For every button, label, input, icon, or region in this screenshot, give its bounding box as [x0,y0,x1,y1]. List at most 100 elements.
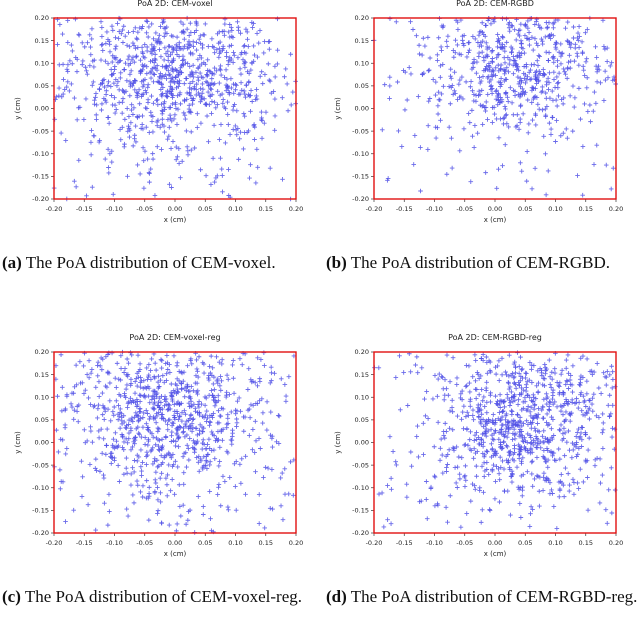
scatter-point [558,41,564,47]
scatter-point [88,402,93,407]
scatter-point [256,521,262,526]
scatter-point [65,40,71,45]
scatter-point [245,387,251,392]
scatter-point [149,431,155,437]
scatter-point [253,469,258,474]
scatter-point [512,450,517,455]
scatter-point [450,409,455,415]
y-tick-label: -0.20 [32,529,49,537]
scatter-point [172,491,177,497]
scatter-point [195,111,200,117]
scatter-point [99,25,105,30]
scatter-point [175,93,180,98]
scatter-point [484,410,490,415]
scatter-point [158,453,164,458]
scatter-point [144,18,149,24]
scatter-point [563,71,568,77]
scatter-point [602,46,608,52]
scatter-point [172,112,178,118]
scatter-point [525,97,531,103]
scatter-point [225,112,230,117]
scatter-point [226,507,231,513]
scatter-point [156,410,162,415]
scatter-point [239,362,245,368]
scatter-point [58,486,63,492]
scatter-point [189,361,195,367]
scatter-point [189,429,195,434]
scatter-point [594,361,600,366]
scatter-point [522,76,527,81]
scatter-point [527,77,533,82]
scatter-point [427,55,433,61]
scatter-point [99,101,105,107]
scatter-point [128,396,133,401]
y-tick-label: 0.10 [355,393,369,401]
scatter-point [458,391,464,397]
scatter-point [484,467,490,472]
scatter-point [543,114,548,119]
scatter-point [250,447,255,452]
scatter-point [141,410,147,416]
scatter-point [482,404,487,409]
scatter-point [404,481,409,487]
scatter-point [165,88,170,94]
scatter-point [152,193,158,198]
scatter-point [269,378,274,383]
scatter-point [530,398,536,404]
scatter-point [515,112,520,118]
scatter-point [578,390,584,396]
x-tick-label: -0.15 [396,539,413,547]
scatter-point [74,117,80,123]
scatter-point [460,41,466,46]
scatter-point [166,63,172,68]
scatter-point [135,45,141,50]
scatter-point [64,446,70,451]
scatter-point [185,152,191,158]
scatter-point [107,49,113,55]
scatter-point [139,94,144,99]
scatter-point [168,52,173,58]
scatter-point [606,487,611,493]
scatter-point [574,440,579,445]
scatter-point [203,79,209,84]
scatter-point [268,364,274,370]
scatter-point [105,83,111,88]
scatter-point [116,29,122,34]
scatter-point [184,26,190,32]
scatter-point [584,410,589,415]
scatter-point [138,57,143,63]
scatter-point [65,79,71,85]
scatter-point [193,70,199,75]
scatter-point [146,170,152,175]
scatter-point [607,63,613,69]
y-tick-label: -0.05 [32,127,49,135]
scatter-point [160,20,165,25]
scatter-point [100,390,105,396]
scatter-point [195,368,200,374]
scatter-point [84,193,89,199]
scatter-point [575,35,580,41]
scatter-point [490,446,495,452]
scatter-point [55,393,60,399]
scatter-point [208,370,213,376]
scatter-point [544,401,550,407]
scatter-point [544,96,549,101]
scatter-point [101,436,106,442]
scatter-point [123,386,129,392]
scatter-point [542,456,548,462]
scatter-point [214,47,220,52]
scatter-point [602,68,608,74]
scatter-point [118,137,124,142]
scatter-point [217,413,223,419]
scatter-point [270,444,275,450]
scatter-point [484,448,489,454]
scatter-point [503,106,508,112]
scatter-point [474,473,479,479]
scatter-point [154,98,159,103]
scatter-point [275,61,280,67]
scatter-point [574,399,579,405]
scatter-point [440,375,445,380]
scatter-point [493,371,499,377]
scatter-point [497,84,503,89]
scatter-point [459,455,465,461]
